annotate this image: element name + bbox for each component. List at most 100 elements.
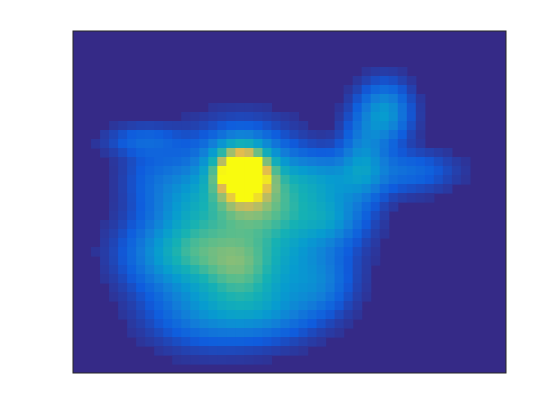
heatmap-cell — [334, 319, 345, 329]
heatmap-cell — [172, 346, 182, 356]
heatmap-cell — [190, 319, 200, 329]
heatmap-cell — [226, 103, 236, 113]
heatmap-cell — [154, 193, 164, 203]
heatmap-cell — [127, 283, 137, 293]
heatmap-cell — [280, 220, 291, 230]
heatmap-cell — [298, 328, 309, 338]
heatmap-cell — [199, 211, 209, 221]
heatmap-cell — [181, 139, 191, 149]
heatmap-cell — [343, 157, 354, 167]
heatmap-cell — [163, 220, 173, 230]
heatmap-cell — [271, 274, 282, 284]
heatmap-cell — [388, 76, 399, 86]
heatmap-cell — [406, 193, 417, 203]
heatmap-cell — [298, 202, 309, 212]
heatmap-cell — [334, 247, 345, 257]
heatmap-cell — [316, 130, 327, 140]
heatmap-cell — [253, 319, 264, 329]
heatmap-cell — [163, 130, 173, 140]
heatmap-cell — [325, 229, 336, 239]
heatmap-cell — [163, 319, 173, 329]
heatmap-cell — [289, 346, 300, 356]
heatmap-cell — [370, 157, 381, 167]
heatmap-cell — [154, 148, 164, 158]
heatmap-cell — [361, 292, 372, 302]
heatmap-cell — [262, 229, 273, 239]
heatmap-cell — [253, 166, 264, 176]
heatmap-cell — [208, 157, 218, 167]
heatmap-cell — [343, 274, 354, 284]
heatmap-cell — [433, 175, 444, 185]
heatmap-cell — [199, 166, 209, 176]
heatmap-cell — [397, 175, 408, 185]
heatmap-cell — [316, 202, 327, 212]
heatmap-cell — [298, 211, 309, 221]
heatmap-cell — [226, 337, 236, 347]
heatmap-cell — [244, 112, 255, 122]
heatmap-cell — [217, 139, 227, 149]
heatmap-cell — [343, 301, 354, 311]
heatmap-cell — [406, 148, 417, 158]
heatmap-cell — [163, 283, 173, 293]
heatmap-cell — [109, 274, 119, 284]
heatmap-cell — [298, 319, 309, 329]
heatmap-cell — [118, 274, 128, 284]
heatmap-cell — [172, 310, 182, 320]
heatmap-cell — [235, 103, 245, 113]
heatmap-cells — [91, 67, 471, 365]
heatmap-cell — [235, 274, 245, 284]
heatmap-cell — [136, 301, 146, 311]
heatmap-cell — [190, 220, 200, 230]
heatmap-cell — [199, 265, 209, 275]
heatmap-cell — [262, 337, 273, 347]
heatmap-cell — [388, 130, 399, 140]
heatmap-cell — [397, 94, 408, 104]
heatmap-cell — [235, 121, 245, 131]
heatmap-cell — [361, 274, 372, 284]
heatmap-cell — [226, 238, 236, 248]
heatmap-cell — [343, 121, 354, 131]
heatmap-cell — [271, 238, 282, 248]
heatmap-cell — [145, 238, 155, 248]
heatmap-cell — [181, 346, 191, 356]
heatmap-cell — [244, 148, 255, 158]
heatmap-cell — [361, 94, 372, 104]
heatmap-cell — [253, 256, 264, 266]
heatmap-cell — [208, 121, 218, 131]
heatmap-cell — [217, 121, 227, 131]
heatmap-cell — [271, 247, 282, 257]
heatmap-cell — [289, 292, 300, 302]
heatmap-cell — [109, 265, 119, 275]
heatmap-cell — [244, 301, 255, 311]
heatmap-cell — [352, 148, 363, 158]
heatmap-cell — [109, 292, 119, 302]
heatmap-cell — [154, 202, 164, 212]
heatmap-cell — [163, 184, 173, 194]
heatmap-cell — [208, 265, 218, 275]
heatmap-cell — [145, 274, 155, 284]
heatmap-cell — [370, 202, 381, 212]
heatmap-cell — [136, 157, 146, 167]
heatmap-cell — [118, 256, 128, 266]
heatmap-cell — [235, 139, 245, 149]
heatmap-cell — [370, 247, 381, 257]
heatmap-cell — [379, 112, 390, 122]
heatmap-cell — [190, 292, 200, 302]
heatmap-cell — [208, 238, 218, 248]
heatmap-cell — [397, 139, 408, 149]
heatmap-cell — [307, 166, 318, 176]
heatmap-cell — [118, 247, 128, 257]
heatmap-cell — [307, 139, 318, 149]
heatmap-cell — [262, 355, 273, 365]
heatmap-cell — [298, 238, 309, 248]
heatmap-cell — [163, 346, 173, 356]
heatmap-cell — [199, 337, 209, 347]
heatmap-cell — [316, 148, 327, 158]
heatmap-cell — [253, 202, 264, 212]
heatmap-cell — [460, 157, 471, 167]
heatmap-cell — [145, 184, 155, 194]
heatmap-cell — [136, 292, 146, 302]
heatmap-cell — [235, 229, 245, 239]
heatmap-cell — [253, 337, 264, 347]
heatmap-cell — [352, 256, 363, 266]
